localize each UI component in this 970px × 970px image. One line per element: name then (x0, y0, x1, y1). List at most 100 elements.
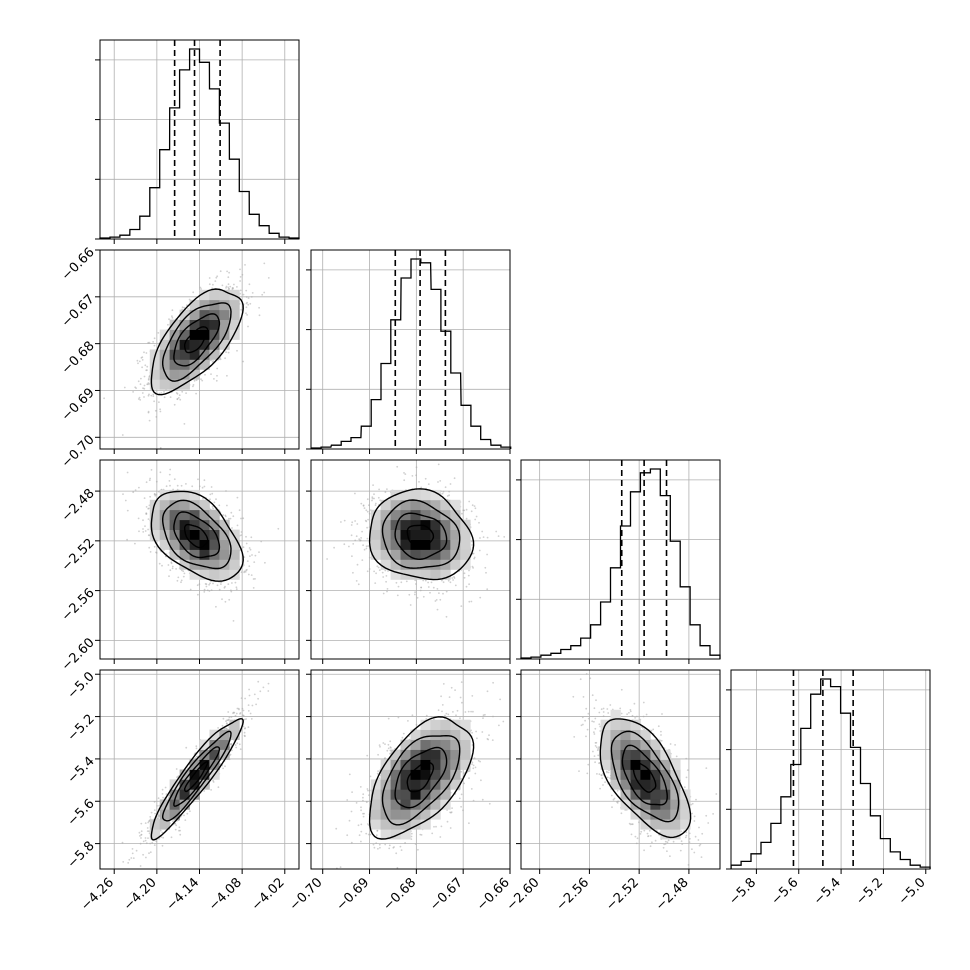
scatter-point (386, 488, 388, 490)
scatter-point (208, 583, 211, 586)
density-bin (440, 769, 451, 780)
scatter-point (591, 694, 594, 697)
scatter-point (464, 711, 467, 713)
scatter-point (427, 581, 429, 584)
scatter-point (366, 537, 369, 540)
scatter-point (417, 848, 419, 851)
scatter-point (226, 270, 229, 273)
scatter-point (600, 708, 603, 711)
density-bin (430, 519, 441, 530)
scatter-point (414, 843, 417, 845)
histogram-frame (520, 459, 721, 660)
scatter-point (383, 757, 386, 760)
scatter-point (472, 799, 475, 802)
scatter-point (132, 391, 135, 393)
density-bin (410, 519, 421, 530)
scatter-point (354, 520, 356, 522)
scatter-point (230, 590, 233, 593)
density-bin (229, 549, 240, 560)
scatter-point (371, 496, 374, 498)
scatter-point (141, 366, 144, 369)
scatter-point (243, 731, 246, 734)
scatter-point (161, 793, 164, 795)
scatter-point (216, 374, 218, 377)
density-bin (189, 519, 200, 530)
density-bin (159, 489, 170, 501)
density-bin (159, 809, 170, 820)
density-bin (450, 559, 461, 570)
scatter-point (247, 297, 250, 299)
scatter-point (244, 571, 247, 573)
scatter-point (387, 717, 390, 720)
scatter-point (153, 400, 156, 403)
scatter-point (153, 344, 156, 347)
scatter-point (155, 840, 158, 843)
scatter-point (181, 390, 184, 393)
density-bin (410, 489, 421, 501)
scatter-point (212, 779, 215, 782)
scatter-point (399, 845, 402, 848)
density-bin (410, 819, 421, 830)
scatter-point (350, 534, 353, 537)
scatter-point (365, 832, 368, 835)
scatter-point (180, 484, 183, 487)
scatter-point (360, 840, 362, 843)
scatter-point (138, 530, 140, 533)
scatter-point (198, 485, 201, 488)
density-bin (430, 539, 441, 550)
scatter-point (346, 799, 349, 801)
scatter-point (203, 790, 206, 792)
scatter-point (587, 712, 590, 715)
scatter-point (161, 844, 164, 847)
scatter-point (189, 588, 192, 591)
scatter-point (598, 711, 601, 714)
scatter-point (126, 471, 129, 474)
density-bin (159, 519, 170, 530)
scatter-point (430, 715, 432, 718)
scatter-point (377, 496, 380, 499)
scatter-point (248, 694, 251, 697)
scatter-point (360, 537, 362, 539)
scatter-point (227, 286, 230, 289)
scatter-point (137, 362, 139, 365)
contour-line (150, 490, 244, 582)
scatter-point (388, 844, 391, 847)
scatter-point (249, 712, 252, 715)
scatter-point (374, 502, 377, 505)
scatter-point (245, 312, 247, 315)
density-bin (400, 789, 411, 800)
scatter-point (138, 486, 140, 489)
density-bin (430, 739, 441, 750)
scatter-point (167, 564, 170, 566)
scatter-point (366, 570, 369, 573)
scatter-point (198, 583, 201, 586)
scatter-point (348, 819, 351, 822)
scatter-point (705, 814, 708, 817)
density-bin (380, 789, 391, 800)
scatter-point (395, 852, 398, 855)
scatter-point (365, 545, 368, 548)
scatter-point (352, 543, 355, 545)
scatter-point (219, 270, 222, 273)
scatter-point (592, 750, 594, 753)
scatter-point (427, 483, 430, 485)
scatter-point (121, 434, 124, 436)
scatter-point (226, 719, 229, 721)
density-bin (390, 769, 401, 780)
scatter-point (139, 865, 142, 867)
scatter-point (451, 577, 454, 579)
scatter-point (395, 873, 397, 875)
scatter-point (248, 283, 251, 286)
scatter-point (195, 392, 198, 395)
density-bin (189, 329, 200, 340)
scatter-point (388, 847, 391, 850)
density-bin (149, 369, 161, 380)
scatter-point (384, 569, 387, 572)
density-bin (450, 539, 461, 550)
scatter-point (652, 728, 655, 731)
scatter-point (148, 546, 151, 549)
density-bin (179, 539, 190, 550)
scatter-point (607, 771, 610, 774)
density-bin (400, 739, 411, 750)
scatter-point (169, 484, 171, 487)
